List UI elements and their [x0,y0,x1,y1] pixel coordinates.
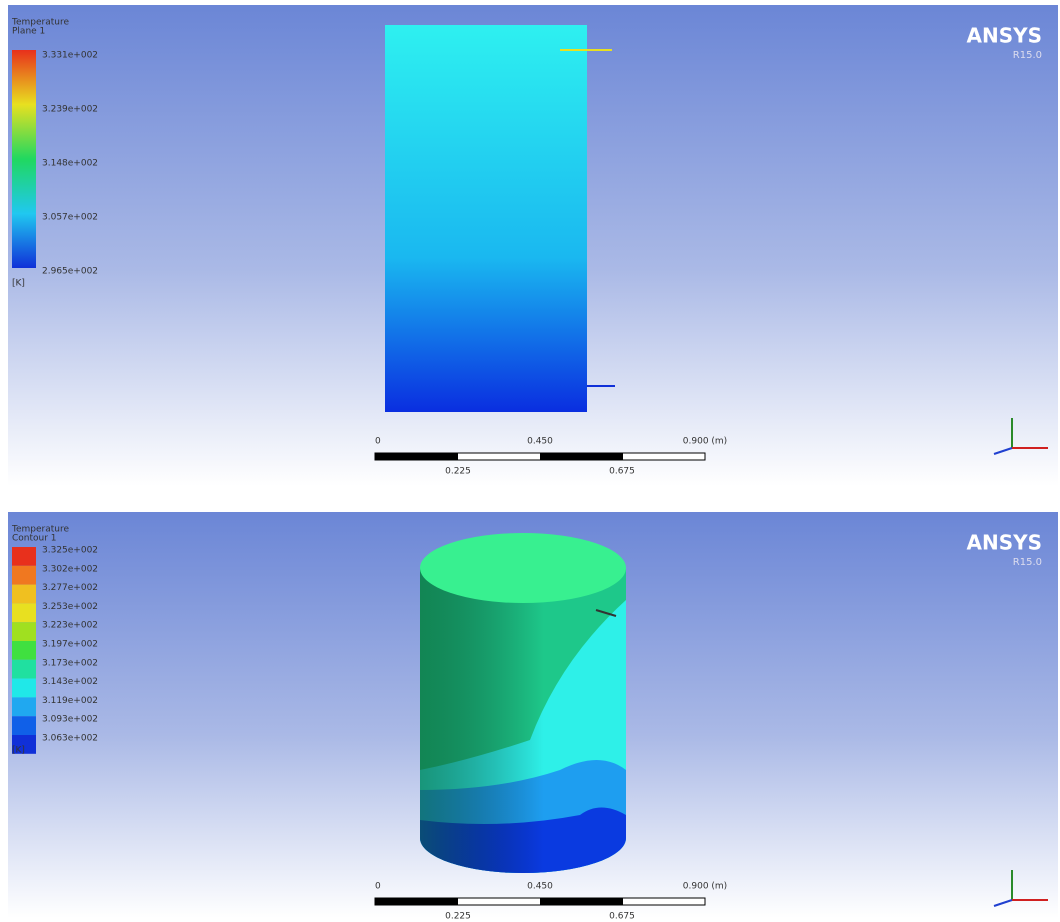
scale-bar [375,453,458,460]
scale-label: 0.450 [527,882,553,892]
legend-band [12,735,36,754]
legend-value: 3.331e+002 [42,51,98,61]
legend-value: 3.302e+002 [42,564,98,574]
color-bar [12,50,36,268]
legend-unit: [K] [12,279,25,289]
legend-band [12,584,36,604]
scale-label: 0.450 [527,437,553,447]
version: R15.0 [1013,557,1042,568]
scale-bar [540,453,623,460]
legend-value: 3.223e+002 [42,621,98,631]
scale-label: 0 [375,437,381,447]
legend-subtitle: Contour 1 [12,534,57,544]
legend-value: 3.093e+002 [42,715,98,725]
legend-title: Temperature [11,525,69,535]
scale-label: 0.900 (m) [683,882,727,892]
legend-value: 3.277e+002 [42,583,98,593]
logo: ANSYS [966,531,1042,555]
legend-band [12,716,36,735]
legend-value: 3.253e+002 [42,602,98,612]
scale-label: 0.225 [445,912,471,922]
legend-value: 2.965e+002 [42,267,98,277]
legend-value: 3.239e+002 [42,105,98,115]
legend-band [12,565,36,585]
scale-bar [375,898,458,905]
legend-band [12,622,36,641]
scale-label: 0.900 (m) [683,437,727,447]
plane-contour [385,25,587,412]
legend-band [12,697,36,717]
scale-bar [540,898,623,905]
legend-title: Temperature [11,18,69,28]
scale-label: 0.675 [609,467,635,477]
legend-value: 3.197e+002 [42,640,98,650]
scale-label: 0 [375,882,381,892]
legend-value: 3.325e+002 [42,546,98,556]
version: R15.0 [1013,50,1042,61]
legend-value: 3.057e+002 [42,213,98,223]
legend-band [12,603,36,623]
scale-label: 0.675 [609,912,635,922]
legend-value: 3.063e+002 [42,734,98,744]
axis-triad [993,899,1013,907]
logo: ANSYS [966,24,1042,48]
scale-label: 0.225 [445,467,471,477]
legend-band [12,547,36,566]
legend-value: 3.173e+002 [42,658,98,668]
legend-value: 3.119e+002 [42,696,98,706]
axis-triad [993,447,1013,455]
legend-unit: [K] [12,746,25,756]
legend-value: 3.143e+002 [42,677,98,687]
legend-band [12,641,36,660]
legend-subtitle: Plane 1 [12,27,45,37]
legend-value: 3.148e+002 [42,159,98,169]
cylinder [420,533,626,873]
legend-band [12,678,36,698]
legend-band [12,659,36,679]
